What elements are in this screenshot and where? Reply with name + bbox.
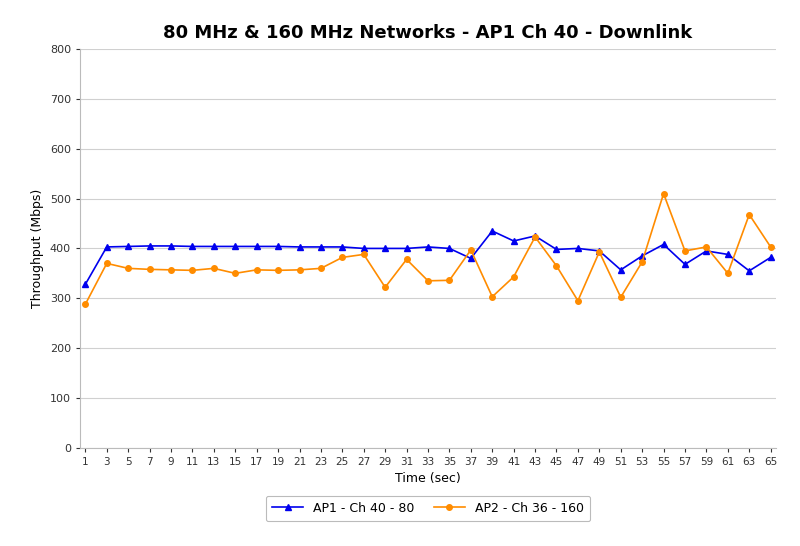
AP1 - Ch 40 - 80: [252, 243, 262, 250]
AP2 - Ch 36 - 160: [252, 266, 262, 273]
AP2 - Ch 36 - 160: [530, 234, 540, 240]
AP1 - Ch 40 - 80: [766, 254, 775, 260]
AP2 - Ch 36 - 160: [680, 248, 690, 254]
Title: 80 MHz & 160 MHz Networks - AP1 Ch 40 - Downlink: 80 MHz & 160 MHz Networks - AP1 Ch 40 - …: [163, 24, 693, 42]
AP2 - Ch 36 - 160: [594, 248, 604, 255]
AP1 - Ch 40 - 80: [423, 244, 433, 250]
Line: AP2 - Ch 36 - 160: AP2 - Ch 36 - 160: [82, 191, 774, 307]
AP1 - Ch 40 - 80: [294, 244, 304, 250]
AP2 - Ch 36 - 160: [723, 270, 733, 277]
Y-axis label: Throughput (Mbps): Throughput (Mbps): [31, 189, 44, 308]
AP2 - Ch 36 - 160: [188, 267, 198, 274]
AP1 - Ch 40 - 80: [145, 242, 154, 249]
Legend: AP1 - Ch 40 - 80, AP2 - Ch 36 - 160: AP1 - Ch 40 - 80, AP2 - Ch 36 - 160: [266, 496, 590, 521]
AP1 - Ch 40 - 80: [702, 248, 711, 254]
AP2 - Ch 36 - 160: [616, 294, 626, 300]
AP1 - Ch 40 - 80: [81, 281, 90, 288]
AP2 - Ch 36 - 160: [102, 260, 111, 266]
AP1 - Ch 40 - 80: [745, 268, 754, 274]
AP2 - Ch 36 - 160: [145, 266, 154, 272]
AP1 - Ch 40 - 80: [466, 255, 476, 262]
AP1 - Ch 40 - 80: [402, 245, 411, 252]
AP2 - Ch 36 - 160: [209, 265, 218, 271]
AP2 - Ch 36 - 160: [294, 266, 304, 273]
AP1 - Ch 40 - 80: [188, 243, 198, 250]
AP1 - Ch 40 - 80: [594, 248, 604, 254]
AP1 - Ch 40 - 80: [445, 245, 454, 252]
AP2 - Ch 36 - 160: [552, 263, 562, 269]
AP1 - Ch 40 - 80: [638, 253, 647, 259]
AP1 - Ch 40 - 80: [530, 233, 540, 239]
AP2 - Ch 36 - 160: [445, 277, 454, 283]
AP2 - Ch 36 - 160: [509, 274, 518, 280]
AP2 - Ch 36 - 160: [402, 256, 411, 263]
AP2 - Ch 36 - 160: [702, 244, 711, 250]
AP2 - Ch 36 - 160: [573, 298, 582, 304]
AP1 - Ch 40 - 80: [316, 244, 326, 250]
X-axis label: Time (sec): Time (sec): [395, 472, 461, 485]
AP1 - Ch 40 - 80: [658, 241, 668, 248]
AP2 - Ch 36 - 160: [166, 266, 176, 273]
AP1 - Ch 40 - 80: [102, 244, 111, 250]
AP1 - Ch 40 - 80: [573, 245, 582, 252]
AP1 - Ch 40 - 80: [209, 243, 218, 250]
AP2 - Ch 36 - 160: [123, 265, 133, 271]
AP1 - Ch 40 - 80: [166, 242, 176, 249]
AP2 - Ch 36 - 160: [745, 211, 754, 218]
AP2 - Ch 36 - 160: [359, 251, 369, 258]
AP1 - Ch 40 - 80: [509, 238, 518, 244]
AP1 - Ch 40 - 80: [680, 261, 690, 268]
AP2 - Ch 36 - 160: [487, 294, 497, 300]
AP2 - Ch 36 - 160: [316, 265, 326, 271]
AP1 - Ch 40 - 80: [616, 266, 626, 273]
AP1 - Ch 40 - 80: [338, 244, 347, 250]
AP1 - Ch 40 - 80: [230, 243, 240, 250]
Line: AP1 - Ch 40 - 80: AP1 - Ch 40 - 80: [82, 228, 774, 287]
AP1 - Ch 40 - 80: [123, 243, 133, 250]
AP1 - Ch 40 - 80: [723, 251, 733, 258]
AP2 - Ch 36 - 160: [638, 259, 647, 265]
AP1 - Ch 40 - 80: [487, 228, 497, 234]
AP1 - Ch 40 - 80: [380, 245, 390, 252]
AP2 - Ch 36 - 160: [338, 254, 347, 260]
AP1 - Ch 40 - 80: [552, 246, 562, 253]
AP2 - Ch 36 - 160: [380, 284, 390, 290]
AP2 - Ch 36 - 160: [81, 301, 90, 307]
AP2 - Ch 36 - 160: [274, 267, 283, 274]
AP1 - Ch 40 - 80: [274, 243, 283, 250]
AP2 - Ch 36 - 160: [423, 277, 433, 284]
AP2 - Ch 36 - 160: [766, 244, 775, 250]
AP1 - Ch 40 - 80: [359, 245, 369, 252]
AP2 - Ch 36 - 160: [466, 247, 476, 253]
AP2 - Ch 36 - 160: [230, 270, 240, 277]
AP2 - Ch 36 - 160: [658, 191, 668, 197]
